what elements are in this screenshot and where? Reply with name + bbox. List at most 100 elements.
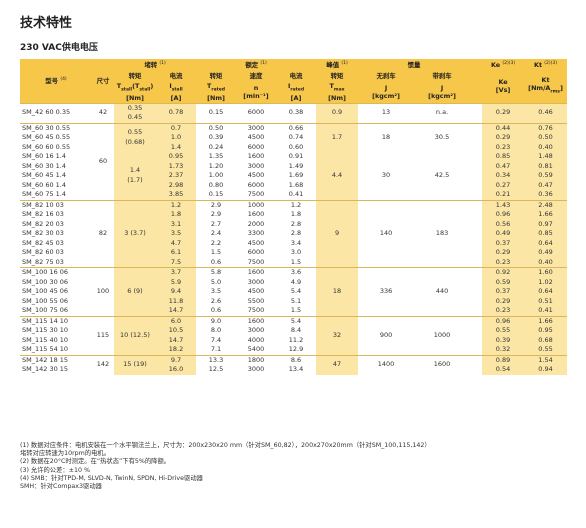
table-row: SM_82 20 03 3.1 2.7 2000 2.8 0.56 0.97 xyxy=(20,219,568,229)
ke-value: 0.47 xyxy=(482,161,525,171)
kt-value: 0.59 xyxy=(524,171,568,181)
spacer xyxy=(470,354,483,365)
rated-speed: 4500 xyxy=(247,287,265,295)
ke-value: 0.54 xyxy=(482,365,525,375)
model-name: SM_142 30 15 xyxy=(22,365,69,373)
rated-speed: 7500 xyxy=(247,257,265,266)
rated-torque: 0.15 xyxy=(196,102,237,123)
ke-value: 0.96 xyxy=(482,210,525,220)
stall-current: 2.98 xyxy=(156,180,197,190)
rated-torque: 12.5 xyxy=(208,365,224,373)
kt-value: 1.54 xyxy=(524,354,568,365)
model-name: SM_82 16 03 xyxy=(22,210,64,218)
stall-current: 3.85 xyxy=(156,190,197,200)
col-inertia: 惯量 xyxy=(358,59,471,70)
ke-value: 0.29 xyxy=(482,133,525,143)
spacer xyxy=(470,122,483,133)
model-name: SM_100 16 06 xyxy=(20,267,92,278)
peak-torque: 18 xyxy=(316,267,359,316)
rated-current: 1.2 xyxy=(276,199,317,210)
ke-value: 0.49 xyxy=(482,229,525,239)
ke-value: 0.27 xyxy=(482,180,525,190)
table-row: SM_60 30 0.55 60 0.55 (0.68) 0.7 0.50 3000 0.6… xyxy=(20,122,568,200)
table-row: SM_100 55 06 11.8 2.6 5500 5.1 0.29 0.51 xyxy=(20,296,568,306)
kt-value: 1.66 xyxy=(524,210,568,220)
model-name: SM_82 60 03 xyxy=(22,248,64,256)
rated-current: 0.38 xyxy=(276,102,317,123)
inertia-with-brake: 1000 xyxy=(414,315,471,355)
rated-torque: 7.4 xyxy=(210,335,222,344)
inertia-with-brake: 42.5 xyxy=(434,171,450,179)
rated-current: 3.6 xyxy=(276,267,317,278)
spacer xyxy=(470,278,482,288)
col-frame: 尺寸 xyxy=(92,59,114,103)
spacer xyxy=(470,287,482,297)
rated-torque: 8.0 xyxy=(210,326,222,334)
table-body: SM_42 60 0.35 42 0.35 0.45 0.78 0.15 6000 0.38… xyxy=(20,102,568,375)
kt-value: 0.50 xyxy=(524,133,568,143)
kt-value: 0.64 xyxy=(524,238,568,248)
col-kt: Kt (2)(3) xyxy=(524,59,568,70)
inertia-no-brake: 30 xyxy=(381,171,391,179)
kt-value: 0.41 xyxy=(524,306,568,316)
model-name: SM_100 75 06 xyxy=(22,306,69,314)
inertia-no-brake: 18 xyxy=(358,122,415,152)
stall-current: 0.95 xyxy=(156,152,197,162)
kt-value: 1.60 xyxy=(524,267,568,278)
rated-torque: 0.6 xyxy=(210,306,222,314)
inertia-no-brake: 1400 xyxy=(358,354,415,375)
footnote: (4) SMB：针对TPD-M, SLVD-N, TwinN, SPDN, Hi… xyxy=(20,474,203,482)
rated-current: 8.4 xyxy=(290,326,302,334)
rated-current: 5.1 xyxy=(290,296,302,305)
frame-size: 100 xyxy=(92,267,114,316)
rated-speed: 3000 xyxy=(247,277,265,286)
kt-value: 0.40 xyxy=(524,142,568,152)
rated-speed: 7500 xyxy=(247,190,265,198)
model-name: SM_60 60 1.4 xyxy=(22,180,66,189)
table-row: SM_60 16 1.4 1.4 (1.7) 0.95 1.35 1600 0.91 4.4… xyxy=(20,152,568,200)
model-name: SM_115 40 10 xyxy=(22,335,69,344)
model-name: SM_82 75 03 xyxy=(22,257,64,266)
rated-torque: 2.7 xyxy=(210,219,222,228)
rated-current: 4.9 xyxy=(290,277,302,286)
col-model: 型号 (4) xyxy=(20,59,92,103)
stall-current: 7.5 xyxy=(156,257,197,268)
stall-current: 1.4 xyxy=(156,142,197,152)
peak-torque: 0.9 xyxy=(316,102,359,123)
rated-torque: 1.5 xyxy=(210,248,222,256)
rated-torque: 5.8 xyxy=(196,267,237,278)
rated-speed: 3000 xyxy=(247,161,265,170)
rated-current: 0.60 xyxy=(288,142,304,151)
kt-value: 0.94 xyxy=(524,365,568,375)
table-row: SM_115 30 10 10.5 8.0 3000 8.4 0.55 0.95 xyxy=(20,326,568,336)
stall-torque: 6 (9) xyxy=(114,267,156,316)
rated-current: 1.5 xyxy=(290,257,302,266)
model-name: SM_60 60 0.55 xyxy=(22,142,71,151)
stall-current: 14.7 xyxy=(156,335,197,345)
stall-torque: 0.55 (0.68) xyxy=(114,122,156,152)
kt-value: 1.48 xyxy=(524,152,568,162)
spacer xyxy=(470,306,482,316)
stall-current: 2.37 xyxy=(156,171,197,181)
rated-speed: 1600 xyxy=(247,210,265,218)
table-row: SM_60 45 0.55 1.0 0.39 4500 0.74 0.29 0.50 xyxy=(20,133,568,143)
stall-current: 6.0 xyxy=(156,315,197,326)
model-name: SM_60 45 1.4 xyxy=(22,171,66,179)
rated-speed: 1600 xyxy=(236,267,277,278)
spacer xyxy=(470,102,483,123)
ke-value: 0.23 xyxy=(482,142,525,152)
rated-speed: 3000 xyxy=(247,326,265,334)
rated-torque: 1.35 xyxy=(208,152,224,160)
inertia-no-brake: 900 xyxy=(358,315,415,355)
rated-torque: 2.2 xyxy=(210,238,222,247)
model-name: SM_60 16 1.4 xyxy=(22,152,66,160)
footnote: (1) 数据对应条件：电机安装在一个水平钢法兰上，尺寸为：200x230x20 … xyxy=(20,442,431,458)
table-row: SM_60 75 1.4 3.85 0.15 7500 0.41 0.21 0.36 xyxy=(20,190,568,200)
rated-current: 8.6 xyxy=(276,354,317,365)
model-name: SM_115 30 10 xyxy=(22,326,69,334)
rated-speed: 1600 xyxy=(247,152,265,160)
rated-speed: 4500 xyxy=(247,171,265,179)
rated-torque: 5.0 xyxy=(210,277,222,286)
ke-value: 0.56 xyxy=(482,219,525,229)
spacer xyxy=(470,162,482,172)
